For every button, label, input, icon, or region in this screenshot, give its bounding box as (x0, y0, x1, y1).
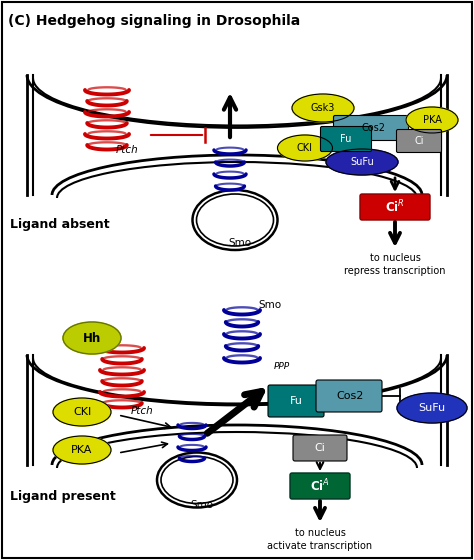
Text: PKA: PKA (422, 115, 441, 125)
Text: Ci$^R$: Ci$^R$ (385, 199, 405, 215)
FancyBboxPatch shape (268, 385, 324, 417)
FancyBboxPatch shape (290, 473, 350, 499)
Text: (C) Hedgehog signaling in Drosophila: (C) Hedgehog signaling in Drosophila (8, 14, 300, 28)
Ellipse shape (397, 393, 467, 423)
Text: Cos2: Cos2 (337, 391, 364, 401)
Text: to nucleus
repress transcription: to nucleus repress transcription (344, 253, 446, 276)
Text: SuFu: SuFu (350, 157, 374, 167)
Ellipse shape (277, 135, 332, 161)
Text: Smo: Smo (191, 500, 214, 510)
Ellipse shape (406, 107, 458, 133)
Text: Hh: Hh (83, 332, 101, 344)
Text: CKI: CKI (297, 143, 313, 153)
Text: Fu: Fu (290, 396, 302, 406)
Text: Smo: Smo (228, 238, 252, 248)
Text: to nucleus
activate transcription: to nucleus activate transcription (267, 528, 373, 551)
FancyBboxPatch shape (320, 127, 372, 152)
FancyBboxPatch shape (316, 380, 382, 412)
Text: Ci: Ci (414, 136, 424, 146)
Ellipse shape (53, 398, 111, 426)
Text: Ci: Ci (315, 443, 326, 453)
Text: PKA: PKA (71, 445, 93, 455)
FancyBboxPatch shape (360, 194, 430, 220)
Text: Cos2: Cos2 (362, 123, 386, 133)
Text: SuFu: SuFu (419, 403, 446, 413)
Text: Fu: Fu (340, 134, 352, 144)
Text: Ligand absent: Ligand absent (10, 218, 109, 231)
Ellipse shape (292, 94, 354, 122)
Text: Ptch: Ptch (116, 145, 138, 155)
Ellipse shape (63, 322, 121, 354)
Text: Ligand present: Ligand present (10, 490, 116, 503)
Text: Smo: Smo (258, 300, 282, 310)
FancyBboxPatch shape (293, 435, 347, 461)
Text: Ci$^A$: Ci$^A$ (310, 478, 330, 494)
FancyBboxPatch shape (396, 129, 441, 152)
Text: CKI: CKI (73, 407, 91, 417)
Text: Gsk3: Gsk3 (311, 103, 335, 113)
Ellipse shape (53, 436, 111, 464)
Text: Ptch: Ptch (131, 406, 154, 416)
Text: PPP: PPP (274, 362, 290, 371)
Ellipse shape (326, 149, 398, 175)
FancyBboxPatch shape (334, 115, 409, 141)
